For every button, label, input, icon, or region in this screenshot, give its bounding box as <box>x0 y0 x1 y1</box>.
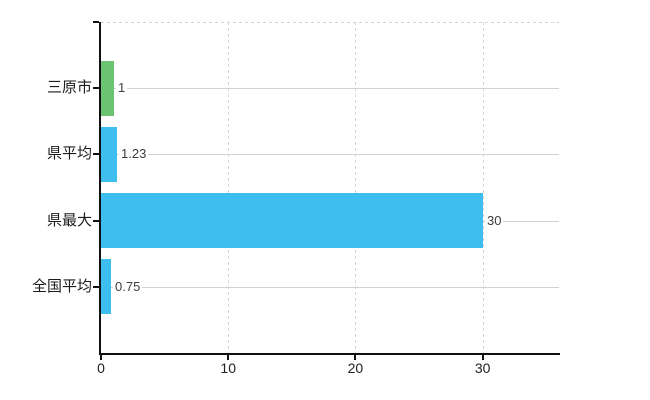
value-label: 1.23 <box>119 146 149 162</box>
category-tick <box>93 220 99 222</box>
bar[interactable] <box>101 259 111 314</box>
x-axis-line <box>99 353 560 355</box>
gridline-v <box>482 22 484 353</box>
bar[interactable] <box>101 193 483 248</box>
value-label: 1 <box>116 80 128 96</box>
category-tick <box>93 153 99 155</box>
gridline-h <box>101 88 559 89</box>
category-tick <box>93 286 99 288</box>
x-axis-tick <box>227 355 230 360</box>
gridline-h <box>101 154 559 155</box>
category-label: 三原市 <box>46 79 92 96</box>
bar[interactable] <box>101 127 117 182</box>
category-label: 全国平均 <box>31 278 92 295</box>
plot-top-border <box>101 22 559 23</box>
x-tick-label: 20 <box>347 360 364 376</box>
x-tick-label: 30 <box>474 360 491 376</box>
y-axis-top-tick <box>93 21 99 23</box>
value-label: 0.75 <box>113 279 143 295</box>
category-label: 県最大 <box>46 212 92 229</box>
bar[interactable] <box>101 61 114 116</box>
value-label: 30 <box>485 213 504 229</box>
x-axis-tick <box>100 355 102 360</box>
x-axis-tick <box>481 355 484 360</box>
x-tick-label: 10 <box>220 360 236 376</box>
gridline-v <box>355 22 357 353</box>
x-axis-tick <box>354 355 357 360</box>
gridline-h <box>101 287 559 288</box>
category-tick <box>93 87 99 89</box>
y-axis-line <box>99 22 101 355</box>
category-label: 県平均 <box>46 145 92 162</box>
gridline-v <box>228 22 230 353</box>
x-tick-label: 0 <box>97 360 105 376</box>
